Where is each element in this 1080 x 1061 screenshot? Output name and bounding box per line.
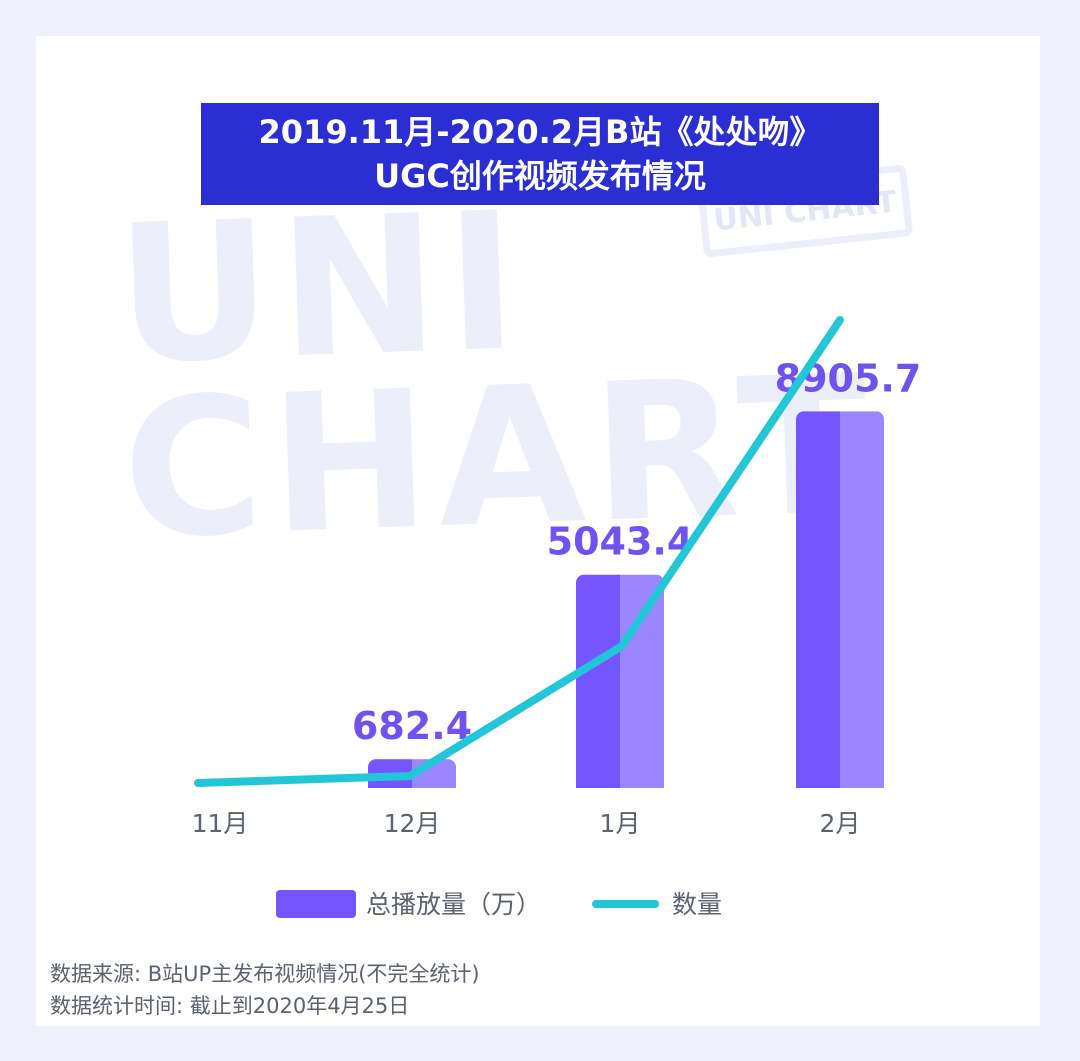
x-tick-label: 12月	[384, 809, 441, 838]
bar-left-half	[796, 411, 840, 788]
bar-right-half	[620, 574, 664, 788]
line-point	[197, 782, 199, 784]
line-point	[621, 645, 623, 647]
legend-swatch-bar	[276, 890, 356, 918]
bar-right-half	[840, 411, 884, 788]
bar-4	[796, 411, 884, 788]
x-tick-label: 11月	[192, 809, 249, 838]
x-tick-label: 2月	[820, 809, 861, 838]
legend-label-line: 数量	[672, 890, 722, 919]
line-point	[409, 775, 411, 777]
x-tick-label: 1月	[600, 809, 641, 838]
chart-title-line1: 2019.11月-2020.2月B站《处处吻》	[258, 113, 822, 151]
legend-label-bar: 总播放量（万）	[366, 890, 541, 919]
bar-3	[576, 574, 664, 788]
bar-value-label: 682.4	[352, 704, 472, 748]
chart-title-line2: UGC创作视频发布情况	[374, 157, 706, 195]
chart-title: 2019.11月-2020.2月B站《处处吻》 UGC创作视频发布情况	[201, 103, 879, 205]
bar-left-half	[576, 574, 620, 788]
source-note: 数据来源: B站UP主发布视频情况(不完全统计) 数据统计时间: 截止到2020…	[50, 958, 480, 1022]
bar-value-label: 5043.4	[547, 520, 694, 564]
line-point	[839, 319, 841, 321]
source-line1: 数据来源: B站UP主发布视频情况(不完全统计)	[50, 962, 480, 986]
source-line2: 数据统计时间: 截止到2020年4月25日	[50, 994, 410, 1018]
line-series-count	[194, 316, 844, 787]
